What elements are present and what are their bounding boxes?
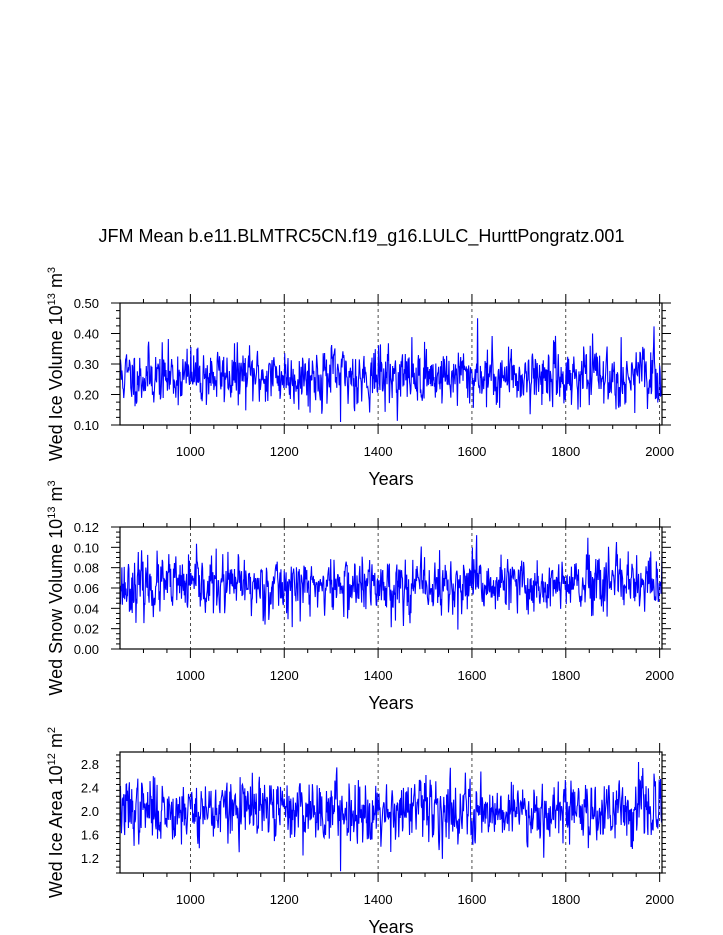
y-tick-label: 0.08	[74, 561, 99, 576]
y-tick-label: 0.06	[74, 581, 99, 596]
x-axis-label: Years	[368, 469, 413, 489]
y-tick-label: 2.8	[81, 757, 99, 772]
x-tick-label: 1000	[176, 892, 205, 907]
ice-volume-panel: 1000 1200 1400 1600 1800 2000 0.10 0.20 0.30 0.40…	[46, 267, 674, 489]
y-tick-label: 0.10	[74, 418, 99, 433]
x-axis-label: Years	[368, 917, 413, 935]
series-line	[119, 762, 663, 872]
y-tick-label: 0.12	[74, 520, 99, 535]
x-axis-label: Years	[368, 693, 413, 713]
x-tick-label: 1600	[457, 444, 486, 459]
x-tick-label: 1200	[270, 444, 299, 459]
y-axis-label: Wed Snow Volume 1013 m3	[46, 480, 66, 695]
x-tick-label: 1800	[551, 892, 580, 907]
y-tick-label: 0.04	[74, 601, 99, 616]
series-line	[119, 535, 663, 630]
y-tick-label: 1.2	[81, 851, 99, 866]
ice-area-panel: 1000 1200 1400 1600 1800 2000 1.2 1.6 2.0 2.4 2.8 Y…	[46, 727, 674, 935]
y-tick-label: 2.4	[81, 780, 99, 795]
x-tick-label: 1000	[176, 444, 205, 459]
snow-volume-panel: 1000 1200 1400 1600 1800 2000 0.00 0.02 0.04 0.06…	[46, 480, 674, 713]
y-tick-label: 0.50	[74, 296, 99, 311]
y-tick-label: 0.40	[74, 327, 99, 342]
y-tick-label: 0.30	[74, 357, 99, 372]
x-tick-label: 1800	[551, 668, 580, 683]
y-axis-label: Wed Ice Volume 1013 m3	[46, 267, 66, 461]
y-tick-label: 0.20	[74, 388, 99, 403]
x-tick-label: 2000	[645, 668, 674, 683]
x-tick-label: 2000	[645, 444, 674, 459]
plot-frame	[119, 751, 663, 874]
figure-title: JFM Mean b.e11.BLMTRC5CN.f19_g16.LULC_Hu…	[98, 226, 625, 246]
x-tick-label: 1800	[551, 444, 580, 459]
series-line	[119, 318, 663, 422]
y-tick-label: 0.00	[74, 642, 99, 657]
y-tick-label: 1.6	[81, 828, 99, 843]
y-axis-label: Wed Ice Area 1012 m2	[46, 727, 66, 898]
x-tick-label: 1600	[457, 668, 486, 683]
x-tick-label: 1000	[176, 668, 205, 683]
x-tick-label: 1200	[270, 668, 299, 683]
x-tick-label: 1200	[270, 892, 299, 907]
x-tick-label: 1600	[457, 892, 486, 907]
x-tick-label: 1400	[364, 668, 393, 683]
x-tick-label: 1400	[364, 444, 393, 459]
x-tick-label: 1400	[364, 892, 393, 907]
y-tick-label: 2.0	[81, 804, 99, 819]
y-tick-label: 0.02	[74, 622, 99, 637]
x-tick-label: 2000	[645, 892, 674, 907]
y-tick-label: 0.10	[74, 540, 99, 555]
